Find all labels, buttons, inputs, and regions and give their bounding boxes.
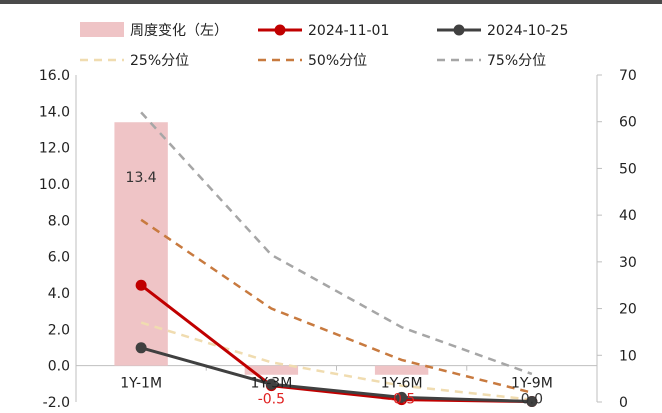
bar-1Y-1M [114, 122, 168, 366]
left-tick-label: 12.0 [39, 141, 70, 157]
data-label-1Y-6M: -0.5 [388, 392, 415, 408]
right-tick-label: 30 [619, 255, 637, 271]
left-tick-label: 0.0 [48, 359, 70, 375]
point-2024-10-25-1Y-1M [135, 342, 147, 354]
tick-labels: -2.0 0.0 2.0 4.0 6.0 8.0 10.0 12.0 14.0 16.0 0 10 20… [39, 68, 637, 411]
left-tick-label: -2.0 [43, 395, 70, 411]
bars [114, 122, 559, 375]
right-tick-label: 70 [619, 68, 637, 84]
right-tick-label: 40 [619, 208, 637, 224]
left-tick-label: 16.0 [39, 68, 70, 84]
data-label-1Y-3M: -0.5 [258, 392, 285, 408]
left-tick-label: 6.0 [48, 250, 70, 266]
point-2024-11-01-1Y-1M [135, 279, 147, 291]
legend-label-周度变化（左）: 周度变化（左） [130, 23, 228, 39]
point-2024-10-25-1Y-9M [526, 396, 538, 408]
line-75%分位 [140, 111, 533, 376]
line-2024-11-01 [140, 284, 532, 404]
legend-marker-2024-10-25 [453, 24, 465, 36]
left-tick-label: 10.0 [39, 177, 70, 193]
top-border [0, 0, 662, 4]
right-tick-label: 10 [619, 348, 637, 364]
right-tick-label: 0 [619, 395, 628, 411]
line-2024-10-25 [140, 346, 532, 404]
right-tick-label: 20 [619, 302, 637, 318]
legend-label-2024-11-01: 2024-11-01 [308, 23, 389, 39]
legend-marker-2024-11-01 [274, 24, 286, 36]
lines [135, 111, 538, 408]
data-label-1Y-1M: 13.4 [126, 170, 157, 186]
legend-swatch-周度变化（左） [80, 22, 124, 37]
right-tick-label: 60 [619, 115, 637, 131]
legend-label-25%分位: 25%分位 [130, 53, 189, 69]
category-label-1Y-1M: 1Y-1M [120, 376, 162, 392]
legend-label-75%分位: 75%分位 [487, 53, 546, 69]
left-tick-label: 14.0 [39, 104, 70, 120]
bar-1Y-6M [374, 365, 429, 375]
legend: 周度变化（左） 2024-11-01 2024-10-25 25%分位 50%分位 75%… [80, 22, 568, 69]
category-label-1Y-6M: 1Y-6M [381, 376, 423, 392]
bar-1Y-3M [244, 365, 299, 375]
category-label-1Y-9M: 1Y-9M [511, 376, 553, 392]
left-tick-label: 8.0 [48, 213, 70, 229]
right-tick-label: 50 [619, 161, 637, 177]
left-tick-label: 2.0 [48, 322, 70, 338]
legend-label-50%分位: 50%分位 [308, 53, 367, 69]
legend-label-2024-10-25: 2024-10-25 [487, 23, 568, 39]
line-25%分位 [140, 321, 533, 401]
data-labels: 13.4 -0.5 -0.5 0.0 [126, 170, 543, 407]
point-2024-10-25-1Y-3M [265, 378, 277, 390]
line-50%分位 [140, 218, 533, 394]
data-label-1Y-9M: 0.0 [521, 392, 543, 408]
category-label-1Y-3M: 1Y-3M [250, 376, 292, 392]
left-tick-label: 4.0 [48, 286, 70, 302]
point-2024-10-25-1Y-6M [396, 391, 408, 403]
